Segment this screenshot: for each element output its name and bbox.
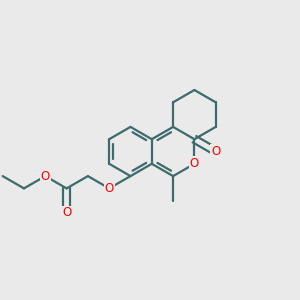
Text: O: O xyxy=(190,157,199,170)
Text: O: O xyxy=(41,169,50,183)
Text: O: O xyxy=(211,145,220,158)
Text: O: O xyxy=(62,206,71,220)
Text: O: O xyxy=(105,182,114,195)
